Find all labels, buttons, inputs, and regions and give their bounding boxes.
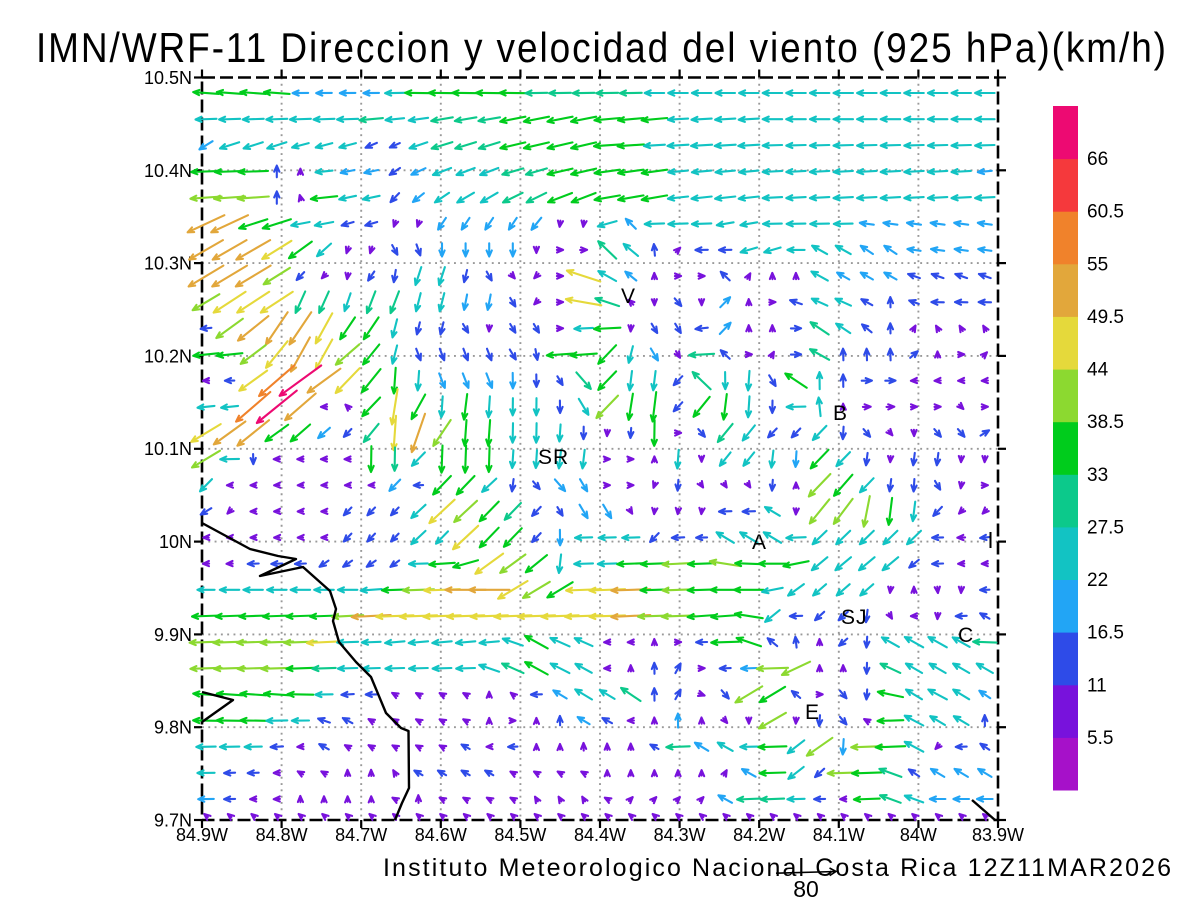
svg-text:84.2W: 84.2W	[733, 825, 785, 845]
svg-text:V: V	[621, 285, 636, 308]
svg-text:22: 22	[1087, 570, 1108, 591]
svg-text:60.5: 60.5	[1087, 202, 1124, 223]
svg-text:Instituto Meteorologico Nacion: Instituto Meteorologico Nacional Costa R…	[383, 854, 1171, 882]
svg-text:55: 55	[1087, 254, 1108, 275]
svg-text:9.8N: 9.8N	[154, 718, 192, 738]
svg-text:84.4W: 84.4W	[574, 825, 626, 845]
svg-text:16.5: 16.5	[1087, 623, 1124, 644]
svg-text:10.1N: 10.1N	[144, 439, 192, 459]
svg-text:9.7N: 9.7N	[154, 811, 192, 831]
svg-text:84.3W: 84.3W	[654, 825, 706, 845]
svg-text:SJ: SJ	[841, 606, 868, 629]
svg-text:84.1W: 84.1W	[813, 825, 865, 845]
svg-text:27.5: 27.5	[1087, 517, 1124, 538]
svg-text:80: 80	[793, 876, 819, 900]
svg-text:84.5W: 84.5W	[494, 825, 546, 845]
svg-text:11: 11	[1087, 675, 1107, 696]
svg-text:10.5N: 10.5N	[144, 68, 192, 88]
svg-text:83.9W: 83.9W	[972, 825, 1024, 845]
svg-text:C: C	[958, 624, 974, 647]
svg-text:E: E	[805, 701, 820, 724]
svg-text:10.4N: 10.4N	[144, 161, 192, 181]
svg-text:5.5: 5.5	[1087, 728, 1113, 749]
svg-text:84.7W: 84.7W	[335, 825, 387, 845]
svg-text:10N: 10N	[159, 532, 192, 552]
svg-text:10.3N: 10.3N	[144, 254, 192, 274]
svg-text:44: 44	[1087, 360, 1109, 381]
svg-text:SR: SR	[538, 446, 569, 469]
svg-text:A: A	[752, 531, 767, 554]
svg-text:49.5: 49.5	[1087, 307, 1124, 328]
svg-text:38.5: 38.5	[1087, 412, 1124, 433]
svg-text:10.2N: 10.2N	[144, 346, 192, 366]
svg-text:84.9W: 84.9W	[176, 825, 228, 845]
svg-text:84.6W: 84.6W	[415, 825, 467, 845]
svg-text:66: 66	[1087, 149, 1108, 170]
svg-text:9.9N: 9.9N	[154, 625, 192, 645]
svg-text:33: 33	[1087, 465, 1108, 486]
svg-text:B: B	[833, 402, 848, 425]
svg-text:84W: 84W	[900, 825, 937, 845]
svg-text:84.8W: 84.8W	[256, 825, 308, 845]
